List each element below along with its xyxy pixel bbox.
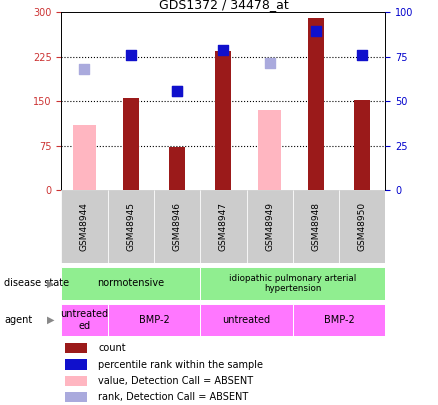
Bar	[65, 375, 87, 386]
Point	[81, 65, 88, 72]
Bar	[200, 190, 247, 263]
Text: count: count	[98, 343, 126, 353]
Text: agent: agent	[4, 315, 32, 325]
Bar	[108, 190, 154, 263]
Text: GSM48949: GSM48949	[265, 202, 274, 251]
Point	[220, 46, 227, 53]
Bar	[65, 392, 87, 402]
Bar	[293, 190, 339, 263]
Bar	[154, 190, 200, 263]
Point	[173, 87, 180, 94]
Text: disease state: disease state	[4, 279, 70, 288]
Text: GSM48944: GSM48944	[80, 202, 89, 251]
Text: untreated
ed: untreated ed	[60, 309, 109, 331]
Text: BMP-2: BMP-2	[324, 315, 354, 325]
Bar	[308, 18, 324, 190]
Text: normotensive: normotensive	[97, 279, 164, 288]
Text: idiopathic pulmonary arterial
hypertension: idiopathic pulmonary arterial hypertensi…	[229, 274, 357, 293]
Bar	[61, 190, 108, 263]
Text: GSM48945: GSM48945	[126, 202, 135, 251]
Text: GSM48948: GSM48948	[311, 202, 321, 251]
Point	[312, 28, 319, 34]
Bar	[200, 304, 293, 336]
Text: untreated: untreated	[223, 315, 271, 325]
Text: BMP-2: BMP-2	[138, 315, 170, 325]
Bar	[61, 267, 200, 300]
Bar	[339, 190, 385, 263]
Bar	[258, 110, 281, 190]
Text: value, Detection Call = ABSENT: value, Detection Call = ABSENT	[98, 376, 253, 386]
Bar	[200, 267, 385, 300]
Text: GSM48950: GSM48950	[358, 202, 367, 252]
Bar	[65, 359, 87, 370]
Bar	[215, 51, 231, 190]
Bar	[169, 147, 185, 190]
Text: percentile rank within the sample: percentile rank within the sample	[98, 360, 263, 369]
Point	[359, 52, 366, 58]
Text: ▶: ▶	[46, 279, 54, 288]
Text: rank, Detection Call = ABSENT: rank, Detection Call = ABSENT	[98, 392, 248, 402]
Bar	[354, 100, 371, 190]
Text: GSM48946: GSM48946	[173, 202, 182, 251]
Bar	[73, 125, 96, 190]
Bar	[293, 304, 385, 336]
Bar	[247, 190, 293, 263]
Text: GSM48947: GSM48947	[219, 202, 228, 251]
Bar	[108, 304, 200, 336]
Bar	[65, 343, 87, 354]
Point	[173, 87, 180, 94]
Point	[266, 60, 273, 66]
Text: ▶: ▶	[46, 315, 54, 325]
Bar	[61, 304, 108, 336]
Point	[127, 52, 134, 58]
Title: GDS1372 / 34478_at: GDS1372 / 34478_at	[159, 0, 288, 11]
Bar	[123, 98, 139, 190]
